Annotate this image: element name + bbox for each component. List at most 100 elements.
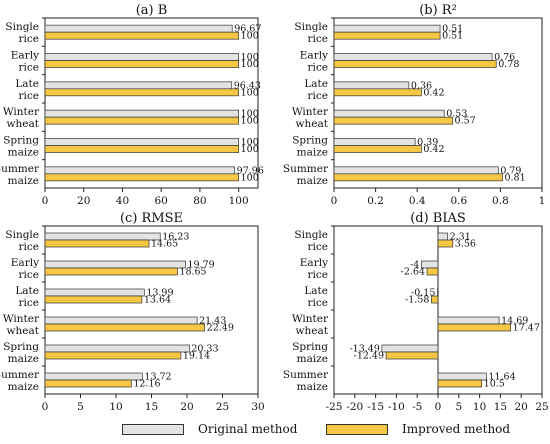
bar-improved bbox=[426, 267, 439, 276]
data-label-original: 0.36 bbox=[411, 80, 432, 91]
bar-original bbox=[333, 24, 441, 33]
data-label-original: -0.15 bbox=[411, 288, 435, 299]
data-label-original: 0.39 bbox=[417, 137, 438, 148]
bar-improved bbox=[437, 323, 512, 332]
category-label: maize bbox=[297, 147, 328, 159]
x-tick-label: -25 bbox=[326, 401, 343, 413]
data-label-improved: 100 bbox=[241, 116, 259, 127]
category-label: Winter bbox=[292, 313, 329, 325]
category-label: maize bbox=[8, 381, 39, 393]
x-tick-label: 20 bbox=[515, 401, 528, 413]
category-label: maize bbox=[297, 353, 328, 365]
bar-improved bbox=[44, 116, 239, 125]
x-tick-label: -15 bbox=[367, 401, 384, 413]
x-tick-label: 25 bbox=[216, 401, 229, 413]
bar-original bbox=[44, 138, 239, 146]
chart-title-r2: (b) R² bbox=[419, 3, 457, 18]
bar-improved bbox=[44, 88, 239, 97]
bar-improved bbox=[333, 145, 422, 153]
x-tick-label: 15 bbox=[494, 401, 507, 413]
bar-original bbox=[44, 372, 143, 381]
bar-improved bbox=[385, 351, 439, 360]
bar-original bbox=[437, 232, 448, 241]
category-label: rice bbox=[19, 62, 39, 74]
data-label-original: 97.96 bbox=[237, 165, 264, 176]
bar-improved bbox=[44, 145, 239, 153]
bar-improved bbox=[44, 379, 132, 388]
category-label: rice bbox=[19, 269, 39, 281]
x-tick-label: -5 bbox=[412, 401, 422, 413]
plot-frame-r2 bbox=[333, 17, 543, 189]
data-label-improved: 0.57 bbox=[455, 116, 476, 127]
category-label: maize bbox=[8, 147, 39, 159]
category-label: rice bbox=[308, 241, 328, 253]
category-label: wheat bbox=[296, 325, 329, 337]
category-label: maize bbox=[297, 381, 328, 393]
data-label-original: 96.67 bbox=[234, 24, 261, 35]
data-label-improved: 100 bbox=[241, 144, 259, 155]
bar-original bbox=[44, 344, 190, 353]
data-label-original: -4 bbox=[410, 260, 419, 271]
data-label-improved: 14.65 bbox=[151, 239, 178, 250]
legend-label-improved: Improved method bbox=[402, 422, 511, 436]
x-tick-label: 0.6 bbox=[450, 195, 467, 207]
category-label: Spring bbox=[292, 341, 328, 353]
x-tick-label: 1 bbox=[539, 195, 546, 207]
bar-original bbox=[44, 166, 236, 175]
data-label-original: 100 bbox=[241, 137, 259, 148]
category-label: Winter bbox=[292, 106, 329, 118]
x-tick-label: -20 bbox=[346, 401, 363, 413]
bar-original bbox=[333, 53, 493, 61]
x-tick-label: 20 bbox=[180, 401, 193, 413]
data-label-improved: 0.42 bbox=[423, 87, 444, 98]
bar-original bbox=[437, 372, 487, 381]
x-tick-label: 0.8 bbox=[492, 195, 509, 207]
data-label-improved: 100 bbox=[241, 31, 259, 42]
category-label: Late bbox=[15, 285, 39, 297]
chart-title-rmse: (c) RMSE bbox=[120, 211, 183, 226]
data-label-original: 2.31 bbox=[450, 232, 471, 243]
data-label-improved: 100 bbox=[241, 59, 259, 70]
bar-improved bbox=[437, 379, 483, 388]
x-tick-label: 0 bbox=[42, 195, 49, 207]
category-label: Summer bbox=[0, 163, 40, 175]
bar-improved bbox=[44, 31, 239, 40]
chart-title-bias: (d) BIAS bbox=[410, 211, 466, 226]
bar-improved bbox=[437, 239, 454, 248]
data-label-improved: 13.64 bbox=[144, 295, 171, 306]
data-label-original: 14.69 bbox=[501, 316, 528, 327]
data-label-original: 0.53 bbox=[446, 109, 467, 120]
data-label-improved: 0.42 bbox=[423, 144, 444, 155]
x-tick-label: -10 bbox=[388, 401, 405, 413]
data-label-improved: 22.49 bbox=[207, 323, 234, 334]
data-label-improved: 100 bbox=[241, 172, 259, 183]
bar-improved bbox=[431, 295, 439, 304]
category-label: Summer bbox=[283, 163, 329, 175]
category-label: Spring bbox=[292, 135, 328, 147]
category-label: wheat bbox=[7, 325, 40, 337]
data-label-original: 21.43 bbox=[199, 316, 226, 327]
bar-original bbox=[333, 138, 416, 146]
bar-improved bbox=[333, 60, 497, 68]
category-label: Late bbox=[304, 78, 328, 90]
category-label: Spring bbox=[3, 135, 39, 147]
bar-original bbox=[333, 166, 499, 175]
data-label-improved: -2.64 bbox=[401, 267, 425, 278]
category-label: Early bbox=[11, 257, 39, 269]
category-label: Spring bbox=[3, 341, 39, 353]
x-tick-label: 0.2 bbox=[367, 195, 384, 207]
bar-improved bbox=[44, 323, 206, 332]
data-label-improved: 17.47 bbox=[513, 323, 540, 334]
chart-panel-bias: (d) BIAS-25 -20 -15 -10 -5 0 5 10 15 20 25Singleri… bbox=[283, 211, 549, 413]
category-label: rice bbox=[19, 33, 39, 45]
category-label: Single bbox=[294, 229, 328, 241]
legend-item-original: Original method bbox=[122, 418, 297, 440]
legend-label-original: Original method bbox=[198, 422, 298, 436]
data-label-original: 0.51 bbox=[442, 24, 463, 35]
bar-improved bbox=[333, 31, 441, 40]
bar-improved bbox=[44, 173, 239, 182]
bar-original bbox=[381, 344, 439, 353]
category-label: rice bbox=[19, 297, 39, 309]
x-tick-label: 0 bbox=[435, 401, 442, 413]
